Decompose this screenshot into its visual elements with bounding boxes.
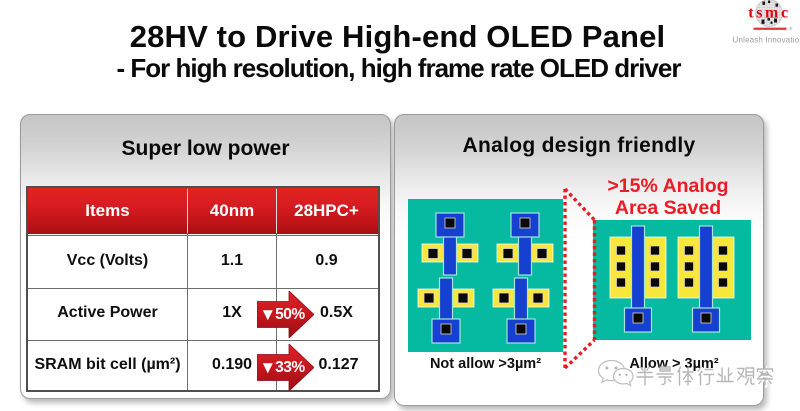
svg-text:®: ® [789,26,793,32]
svg-text:tsmc: tsmc [748,5,790,22]
svg-text:Unleash Innovation: Unleash Innovation [733,36,800,45]
